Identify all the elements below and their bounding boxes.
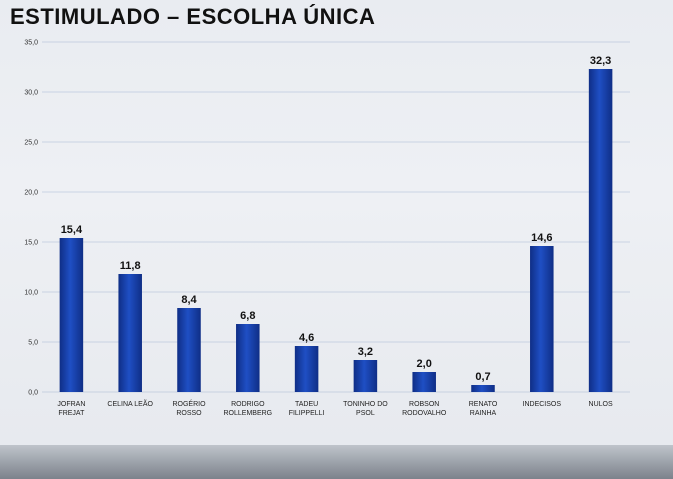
category-label: FILIPPELLI xyxy=(289,410,325,417)
y-tick-label: 30,0 xyxy=(24,90,38,97)
category-label: RENATO xyxy=(469,401,498,408)
bar xyxy=(294,346,319,392)
data-label: 32,3 xyxy=(590,55,611,67)
category-label: TONINHO DO xyxy=(343,401,388,408)
y-tick-label: 25,0 xyxy=(24,140,38,147)
monitor-bezel xyxy=(0,445,673,479)
category-label: INDECISOS xyxy=(523,401,562,408)
bar xyxy=(530,246,554,392)
bar xyxy=(353,360,378,392)
data-label: 14,6 xyxy=(531,232,552,244)
y-tick-label: 20,0 xyxy=(24,190,38,197)
chart-title: ESTIMULADO – ESCOLHA ÚNICA xyxy=(10,4,376,29)
category-label: PSOL xyxy=(356,410,375,417)
category-label: NULOS xyxy=(589,401,613,408)
bar xyxy=(118,274,142,392)
category-label: ROSSO xyxy=(176,410,202,417)
data-label: 2,0 xyxy=(417,358,432,370)
data-label: 11,8 xyxy=(120,260,141,272)
y-tick-label: 35,0 xyxy=(24,40,38,47)
bar xyxy=(59,238,84,392)
category-label: RAINHA xyxy=(470,410,497,417)
category-label: CELINA LEÃO xyxy=(107,399,153,408)
data-label: 4,6 xyxy=(299,332,314,344)
category-label: JOFRAN xyxy=(57,401,85,408)
category-label: RODOVALHO xyxy=(402,410,447,417)
category-label: ROGÉRIO xyxy=(172,399,206,408)
y-tick-label: 15,0 xyxy=(24,240,38,247)
bar xyxy=(471,385,495,392)
category-label: FREJAT xyxy=(58,410,85,417)
bar xyxy=(177,308,201,392)
category-label: ROLLEMBERG xyxy=(223,410,272,417)
data-label: 6,8 xyxy=(240,310,255,322)
data-label: 0,7 xyxy=(475,371,490,383)
data-label: 3,2 xyxy=(358,346,373,358)
y-tick-label: 5,0 xyxy=(28,340,38,347)
category-label: ROBSON xyxy=(409,401,439,408)
y-tick-label: 0,0 xyxy=(28,390,38,397)
bar xyxy=(236,324,260,392)
category-label: RODRIGO xyxy=(231,401,265,408)
data-label: 8,4 xyxy=(181,294,197,306)
bar xyxy=(588,69,613,392)
y-tick-label: 10,0 xyxy=(24,290,38,297)
data-label: 15,4 xyxy=(61,224,83,236)
bar xyxy=(412,372,436,392)
category-label: TADEU xyxy=(295,401,318,408)
